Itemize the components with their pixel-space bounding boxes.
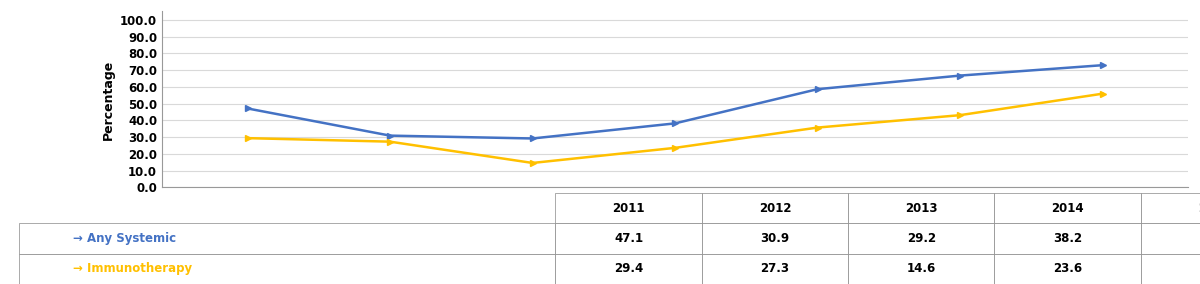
Y-axis label: Percentage: Percentage xyxy=(102,59,114,139)
